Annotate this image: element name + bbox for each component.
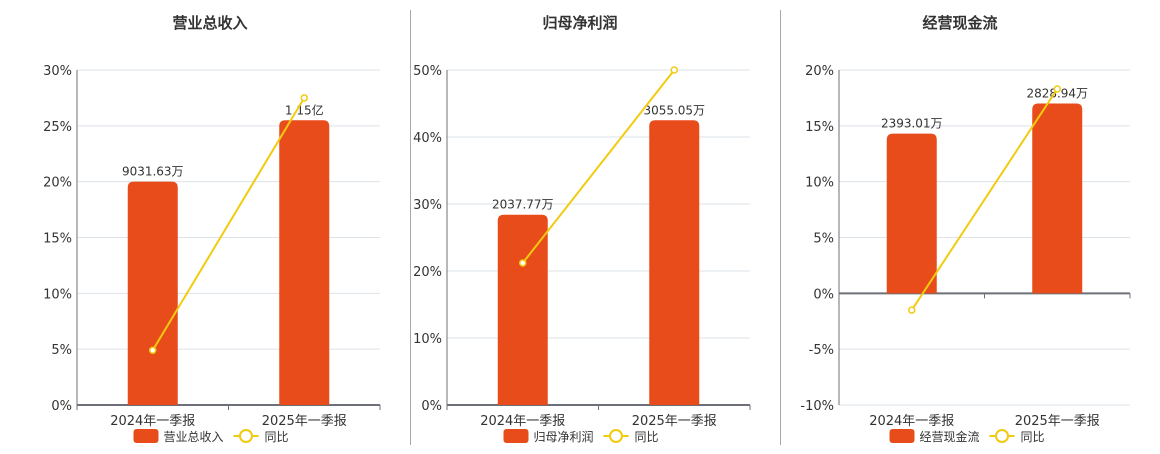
x-tick-label: 2025年一季报	[1015, 414, 1100, 429]
y-tick-label: 5%	[51, 343, 72, 358]
y-tick-label: 40%	[413, 131, 442, 146]
bar[interactable]	[279, 120, 330, 405]
legend-circle-icon	[995, 429, 1009, 443]
chart-panel-cash-flow: 经营现金流 20% 15% 10% 5% 0% -5% -10% 2024年一季报 2025年一季…	[760, 0, 1160, 450]
x-tick-label: 2024年一季报	[110, 414, 195, 429]
legend-item-bar[interactable]: 归母净利润	[503, 429, 594, 444]
y-tick-label: 10%	[413, 332, 442, 347]
x-tick-label: 2024年一季报	[480, 414, 565, 429]
y-tick-label: -10%	[800, 399, 834, 414]
y-tick-label: 20%	[43, 176, 72, 191]
y-tick-label: 30%	[43, 64, 72, 79]
y-tick-label: 20%	[805, 64, 834, 79]
bar[interactable]	[1032, 103, 1083, 294]
y-tick-label: 20%	[413, 265, 442, 280]
legend-item-line[interactable]: 同比	[989, 429, 1045, 444]
chart-revenue: 营业总收入 30% 25% 20% 15% 10% 5% 0% 2024年一季报 2025年一季报…	[43, 14, 381, 444]
y-tick-label: 0%	[421, 399, 442, 414]
chart-panel-net-profit: 归母净利润 50% 40% 30% 20% 10% 0% 2024年一季报 2025年一季报 20…	[370, 0, 770, 450]
y-tick-label: 10%	[805, 176, 834, 191]
yoy-line	[151, 97, 306, 351]
chart-net-profit: 归母净利润 50% 40% 30% 20% 10% 0% 2024年一季报 2025年一季报 20…	[413, 14, 751, 444]
bar-value-label: 9031.63万	[122, 165, 184, 179]
chart-title: 归母净利润	[542, 14, 617, 32]
x-tick-label: 2025年一季报	[262, 414, 347, 429]
y-tick-label: 15%	[43, 232, 72, 247]
divider-left	[410, 10, 411, 445]
legend-label: 归母净利润	[534, 430, 594, 444]
legend-bar-swatch-icon	[889, 429, 915, 443]
legend-item-bar[interactable]: 经营现金流	[889, 429, 980, 444]
bar-value-label: 1.15亿	[285, 102, 324, 117]
legend-label: 经营现金流	[920, 429, 980, 444]
x-tick-label: 2024年一季报	[869, 414, 954, 429]
bar[interactable]	[127, 181, 178, 405]
y-tick-label: 10%	[43, 287, 72, 302]
x-tick-label: 2025年一季报	[632, 414, 717, 429]
legend-item-line[interactable]: 同比	[233, 429, 289, 444]
yoy-point[interactable]	[1053, 85, 1061, 93]
yoy-point[interactable]	[908, 306, 916, 314]
legend-item-bar[interactable]: 营业总收入	[133, 429, 224, 444]
legend-label: 同比	[1021, 430, 1045, 444]
chart-title: 经营现金流	[922, 14, 997, 32]
legend-circle-icon	[609, 429, 623, 443]
y-tick-label: 5%	[813, 232, 834, 247]
bar-value-label: 2828.94万	[1026, 87, 1088, 101]
bar[interactable]	[886, 133, 937, 294]
bar-value-label: 2393.01万	[881, 117, 943, 131]
legend: 经营现金流 同比	[889, 429, 1045, 444]
y-tick-label: 30%	[413, 198, 442, 213]
bar[interactable]	[497, 214, 548, 405]
bar-value-label: 2037.77万	[492, 198, 554, 212]
yoy-point[interactable]	[670, 66, 678, 74]
chart-panel-revenue: 营业总收入 30% 25% 20% 15% 10% 5% 0% 2024年一季报 2025年一季报…	[0, 0, 400, 450]
legend-label: 营业总收入	[164, 430, 224, 444]
bar[interactable]	[649, 120, 700, 405]
chart-cash-flow: 经营现金流 20% 15% 10% 5% 0% -5% -10% 2024年一季报 2025年一季…	[800, 14, 1131, 444]
yoy-point[interactable]	[300, 94, 308, 102]
y-tick-label: 25%	[43, 120, 72, 135]
y-tick-label: 0%	[51, 399, 72, 414]
divider-right	[780, 10, 781, 445]
yoy-point[interactable]	[149, 346, 157, 355]
chart-title: 营业总收入	[172, 14, 247, 32]
legend-label: 同比	[265, 430, 289, 444]
legend: 归母净利润 同比	[503, 429, 659, 444]
y-tick-label: 0%	[813, 287, 834, 302]
bar-value-label: 3055.05万	[643, 103, 705, 117]
legend-bar-swatch-icon	[133, 429, 159, 443]
yoy-line	[521, 69, 676, 264]
legend-circle-icon	[239, 429, 253, 443]
legend: 营业总收入 同比	[133, 429, 289, 444]
yoy-line	[910, 88, 1059, 311]
y-tick-label: 15%	[805, 120, 834, 135]
legend-item-line[interactable]: 同比	[603, 429, 659, 444]
y-tick-label: -5%	[809, 343, 834, 358]
yoy-point[interactable]	[519, 259, 527, 267]
legend-label: 同比	[635, 430, 659, 444]
legend-bar-swatch-icon	[503, 429, 529, 443]
y-tick-label: 50%	[413, 64, 442, 79]
